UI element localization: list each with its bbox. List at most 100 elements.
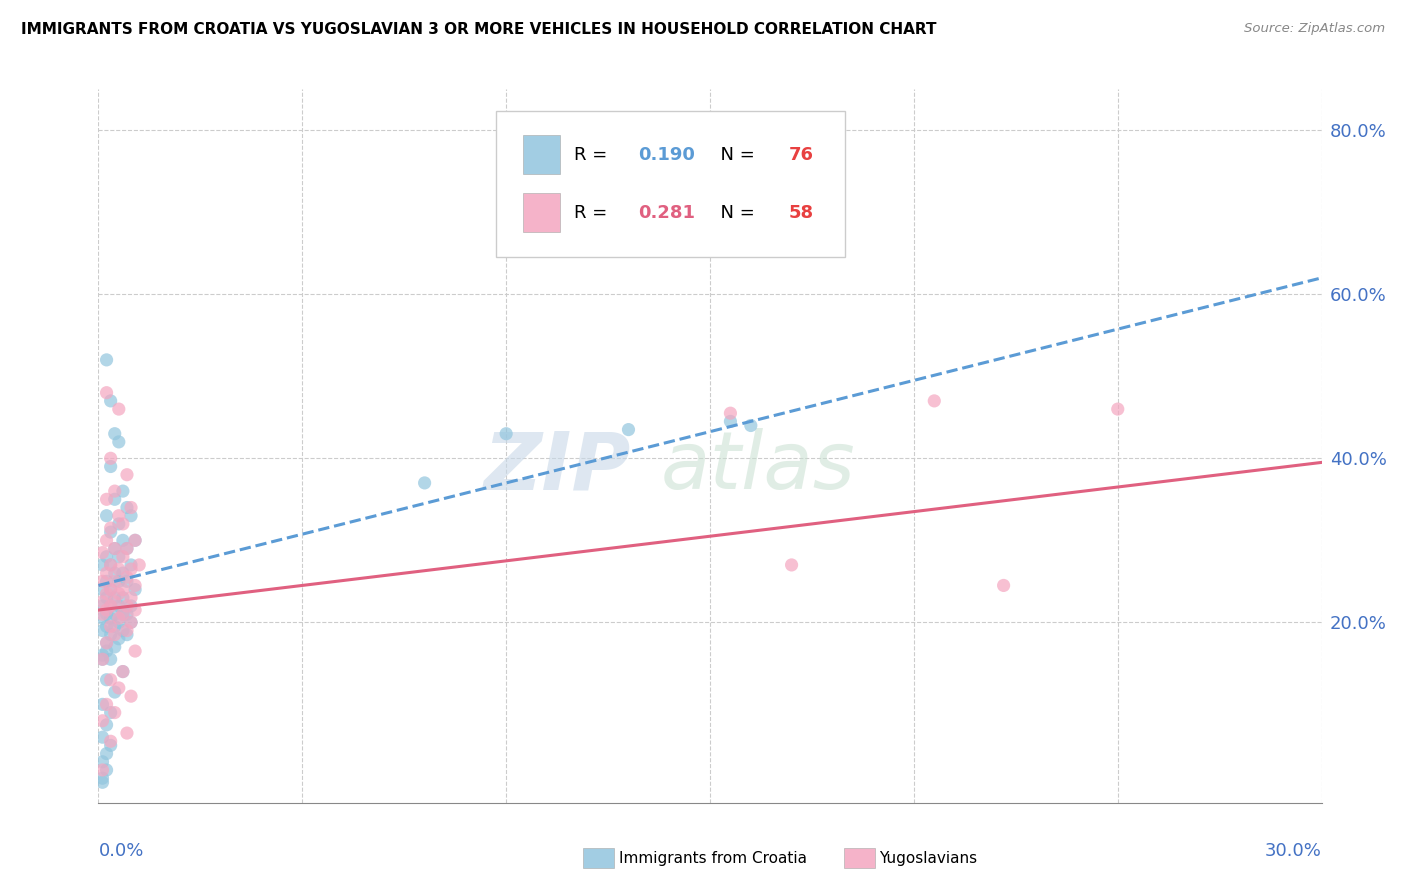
Point	[111, 516, 134, 531]
Text: 0.190: 0.190	[638, 145, 695, 164]
Point	[111, 624, 134, 638]
Point	[120, 599, 142, 613]
Point	[111, 665, 134, 679]
Text: 58: 58	[789, 203, 814, 222]
Point	[124, 533, 146, 548]
Text: R =: R =	[574, 203, 613, 222]
Point	[108, 632, 131, 646]
Point	[124, 644, 146, 658]
Point	[780, 558, 803, 572]
Point	[96, 549, 118, 564]
Point	[104, 492, 127, 507]
Text: 0.0%: 0.0%	[98, 842, 143, 860]
Point	[91, 599, 114, 613]
Point	[100, 652, 122, 666]
Point	[993, 578, 1015, 592]
Point	[111, 549, 134, 564]
Point	[100, 525, 122, 540]
Point	[100, 459, 122, 474]
Point	[96, 619, 118, 633]
Text: atlas: atlas	[661, 428, 856, 507]
Point	[96, 673, 118, 687]
Point	[96, 644, 118, 658]
Point	[720, 414, 742, 428]
Point	[96, 492, 118, 507]
Point	[96, 591, 118, 605]
Point	[128, 558, 150, 572]
Point	[96, 747, 118, 761]
Point	[100, 393, 122, 408]
Point	[100, 558, 122, 572]
Point	[108, 549, 131, 564]
Point	[100, 706, 122, 720]
Point	[91, 714, 114, 728]
Point	[922, 393, 945, 408]
Bar	[523, 194, 560, 233]
Point	[91, 607, 114, 622]
Point	[96, 508, 118, 523]
Point	[111, 566, 134, 581]
Point	[617, 423, 640, 437]
Point	[120, 615, 142, 630]
Point	[96, 636, 118, 650]
Point	[96, 718, 118, 732]
Point	[740, 418, 762, 433]
Point	[120, 500, 142, 515]
Point	[100, 582, 122, 597]
Point	[91, 652, 114, 666]
Point	[100, 627, 122, 641]
Point	[104, 619, 127, 633]
Point	[100, 611, 122, 625]
Point	[108, 402, 131, 417]
Point	[111, 582, 134, 597]
Point	[115, 574, 138, 589]
Point	[100, 521, 122, 535]
Point	[104, 706, 127, 720]
Point	[115, 541, 138, 556]
Point	[108, 508, 131, 523]
Point	[91, 624, 114, 638]
Point	[100, 582, 122, 597]
Text: 0.281: 0.281	[638, 203, 695, 222]
Point	[111, 607, 134, 622]
Point	[91, 771, 114, 785]
Text: R =: R =	[574, 145, 613, 164]
Point	[111, 607, 134, 622]
Point	[91, 574, 114, 589]
Point	[100, 599, 122, 613]
Text: Source: ZipAtlas.com: Source: ZipAtlas.com	[1244, 22, 1385, 36]
Point	[100, 673, 122, 687]
Point	[120, 591, 142, 605]
Point	[720, 406, 742, 420]
Point	[96, 352, 118, 367]
Point	[96, 587, 118, 601]
Point	[96, 574, 118, 589]
Point	[115, 627, 138, 641]
Point	[124, 603, 146, 617]
Text: Yugoslavians: Yugoslavians	[879, 851, 977, 865]
Point	[91, 648, 114, 662]
Point	[115, 599, 138, 613]
Point	[96, 385, 118, 400]
Point	[104, 640, 127, 654]
Point	[108, 611, 131, 625]
Point	[108, 615, 131, 630]
Point	[100, 599, 122, 613]
Point	[111, 665, 134, 679]
Point	[111, 484, 134, 499]
Point	[115, 624, 138, 638]
Point	[108, 587, 131, 601]
Point	[115, 607, 138, 622]
Point	[91, 755, 114, 769]
Text: N =: N =	[709, 145, 761, 164]
Point	[104, 607, 127, 622]
Point	[108, 562, 131, 576]
Point	[104, 566, 127, 581]
Point	[91, 582, 114, 597]
Point	[413, 475, 436, 490]
Point	[495, 426, 517, 441]
Point	[96, 698, 118, 712]
Point	[91, 763, 114, 777]
Point	[120, 689, 142, 703]
Text: 30.0%: 30.0%	[1265, 842, 1322, 860]
